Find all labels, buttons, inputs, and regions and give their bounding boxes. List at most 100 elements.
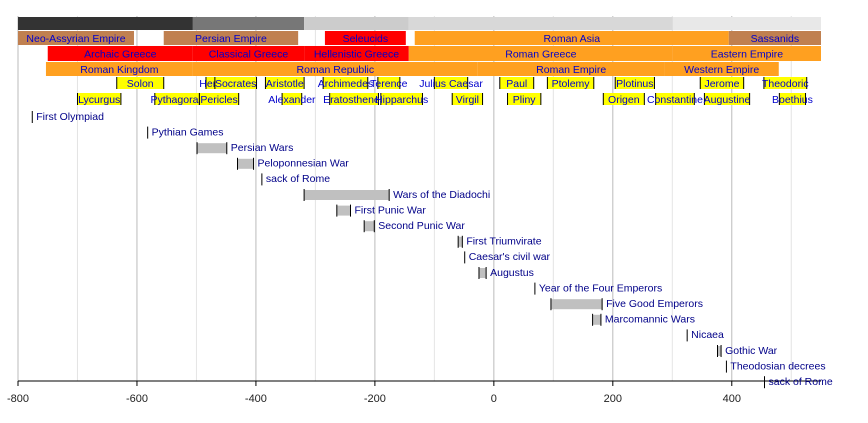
period-label: Seleucids [343, 33, 389, 45]
person-bar [77, 93, 121, 105]
period-label: Persian Empire [195, 33, 267, 45]
person-bar [499, 77, 534, 89]
period-label: Roman Asia [543, 33, 600, 45]
period-bar [672, 17, 821, 30]
period-label: Western Empire [684, 64, 759, 76]
period-label: Archaic Greece [84, 48, 157, 60]
period-bar [304, 46, 409, 61]
event-bar [237, 158, 254, 169]
event-label: Marcomannic Wars [605, 314, 695, 326]
period-label: Socrates [215, 78, 256, 90]
period-label: Hellenistic Greece [314, 48, 399, 60]
x-tick-label: 0 [491, 393, 497, 405]
person-bar [779, 93, 806, 105]
period-bar [672, 46, 821, 61]
period-bar [324, 31, 406, 45]
person-bar [700, 77, 744, 89]
period-label: Pliny [513, 94, 537, 106]
period-label: Roman Republic [297, 64, 375, 76]
period-label: Sassanids [751, 33, 799, 45]
period-bar [18, 31, 134, 45]
period-label: Eastern Empire [711, 48, 784, 60]
person-bar [603, 93, 645, 105]
person-bar [116, 77, 164, 89]
period-label: Roman Greece [505, 48, 576, 60]
period-bar [45, 62, 193, 76]
event-bar [364, 221, 375, 232]
event-label: Gothic War [725, 345, 778, 357]
period-label: Paul [506, 78, 527, 90]
event-label: Second Punic War [378, 220, 465, 232]
period-label: Boethius [772, 94, 813, 106]
event-bar [458, 236, 463, 247]
event-label: Persian Wars [231, 142, 294, 154]
period-label: Alexander [268, 94, 316, 106]
period-label: Virgil [456, 94, 479, 106]
person-bar [434, 77, 468, 89]
event-bar [478, 268, 487, 278]
event-label: Five Good Emperors [606, 298, 703, 310]
event-label: Nicaea [691, 329, 724, 341]
event-label: First Olympiad [36, 111, 104, 123]
x-tick-label: -600 [126, 393, 148, 405]
person-bar [154, 93, 200, 105]
person-bar [377, 77, 400, 89]
event-bar [197, 143, 227, 154]
person-bar [655, 93, 695, 105]
period-label: Hipparchus [375, 94, 428, 106]
period-label: Lycurgus [78, 94, 120, 106]
period-label: Constantine [647, 94, 703, 106]
x-tick-label: -400 [245, 393, 267, 405]
person-bar [199, 93, 239, 105]
person-bar [547, 77, 594, 89]
person-bar [704, 93, 750, 105]
period-label: Roman Empire [536, 64, 606, 76]
period-bar [47, 46, 193, 61]
period-label: Terence [370, 78, 408, 90]
period-label: Classical Greece [209, 48, 289, 60]
period-bar [728, 31, 821, 45]
period-label: Solon [127, 78, 154, 90]
period-bar [192, 46, 305, 61]
period-bar [18, 17, 193, 30]
person-bar [323, 77, 368, 89]
period-bar [192, 17, 305, 30]
period-label: Julius Caesar [419, 78, 483, 90]
x-tick-label: 400 [723, 393, 741, 405]
period-label: Eratosthenes [323, 94, 385, 106]
period-label: Aristotle [266, 78, 304, 90]
event-label: First Triumvirate [466, 236, 541, 248]
period-label: Pythagoras [151, 94, 204, 106]
period-bar [408, 46, 673, 61]
event-label: Caesar's civil war [469, 251, 551, 263]
event-label: Theodosian decrees [730, 360, 825, 372]
person-bar [615, 77, 655, 89]
x-tick-label: -200 [364, 393, 386, 405]
x-tick-label: 200 [604, 393, 622, 405]
person-bar [282, 93, 302, 105]
event-label: Wars of the Diadochi [393, 189, 490, 201]
period-bar [664, 62, 779, 76]
period-bar [163, 31, 299, 45]
person-bar [452, 93, 483, 105]
event-bar [336, 205, 351, 216]
period-label: Origen [608, 94, 640, 106]
event-label: Augustus [490, 267, 534, 279]
event-label: Peloponnesian War [258, 158, 350, 170]
period-bar [408, 17, 673, 30]
period-bar [477, 62, 665, 76]
event-bar [304, 190, 390, 200]
person-bar [265, 77, 305, 89]
event-bar [717, 346, 722, 356]
period-label: Roman Kingdom [80, 64, 158, 76]
person-bar [763, 77, 807, 89]
person-bar [214, 77, 257, 89]
period-bar [414, 31, 729, 45]
period-label: Neo-Assyrian Empire [26, 33, 125, 45]
person-bar [380, 93, 423, 105]
period-bar [192, 62, 478, 76]
event-label: Pythian Games [152, 126, 224, 138]
period-label: Plotinus [616, 78, 653, 90]
period-label: Augustine [704, 94, 751, 106]
person-bar [329, 93, 379, 105]
